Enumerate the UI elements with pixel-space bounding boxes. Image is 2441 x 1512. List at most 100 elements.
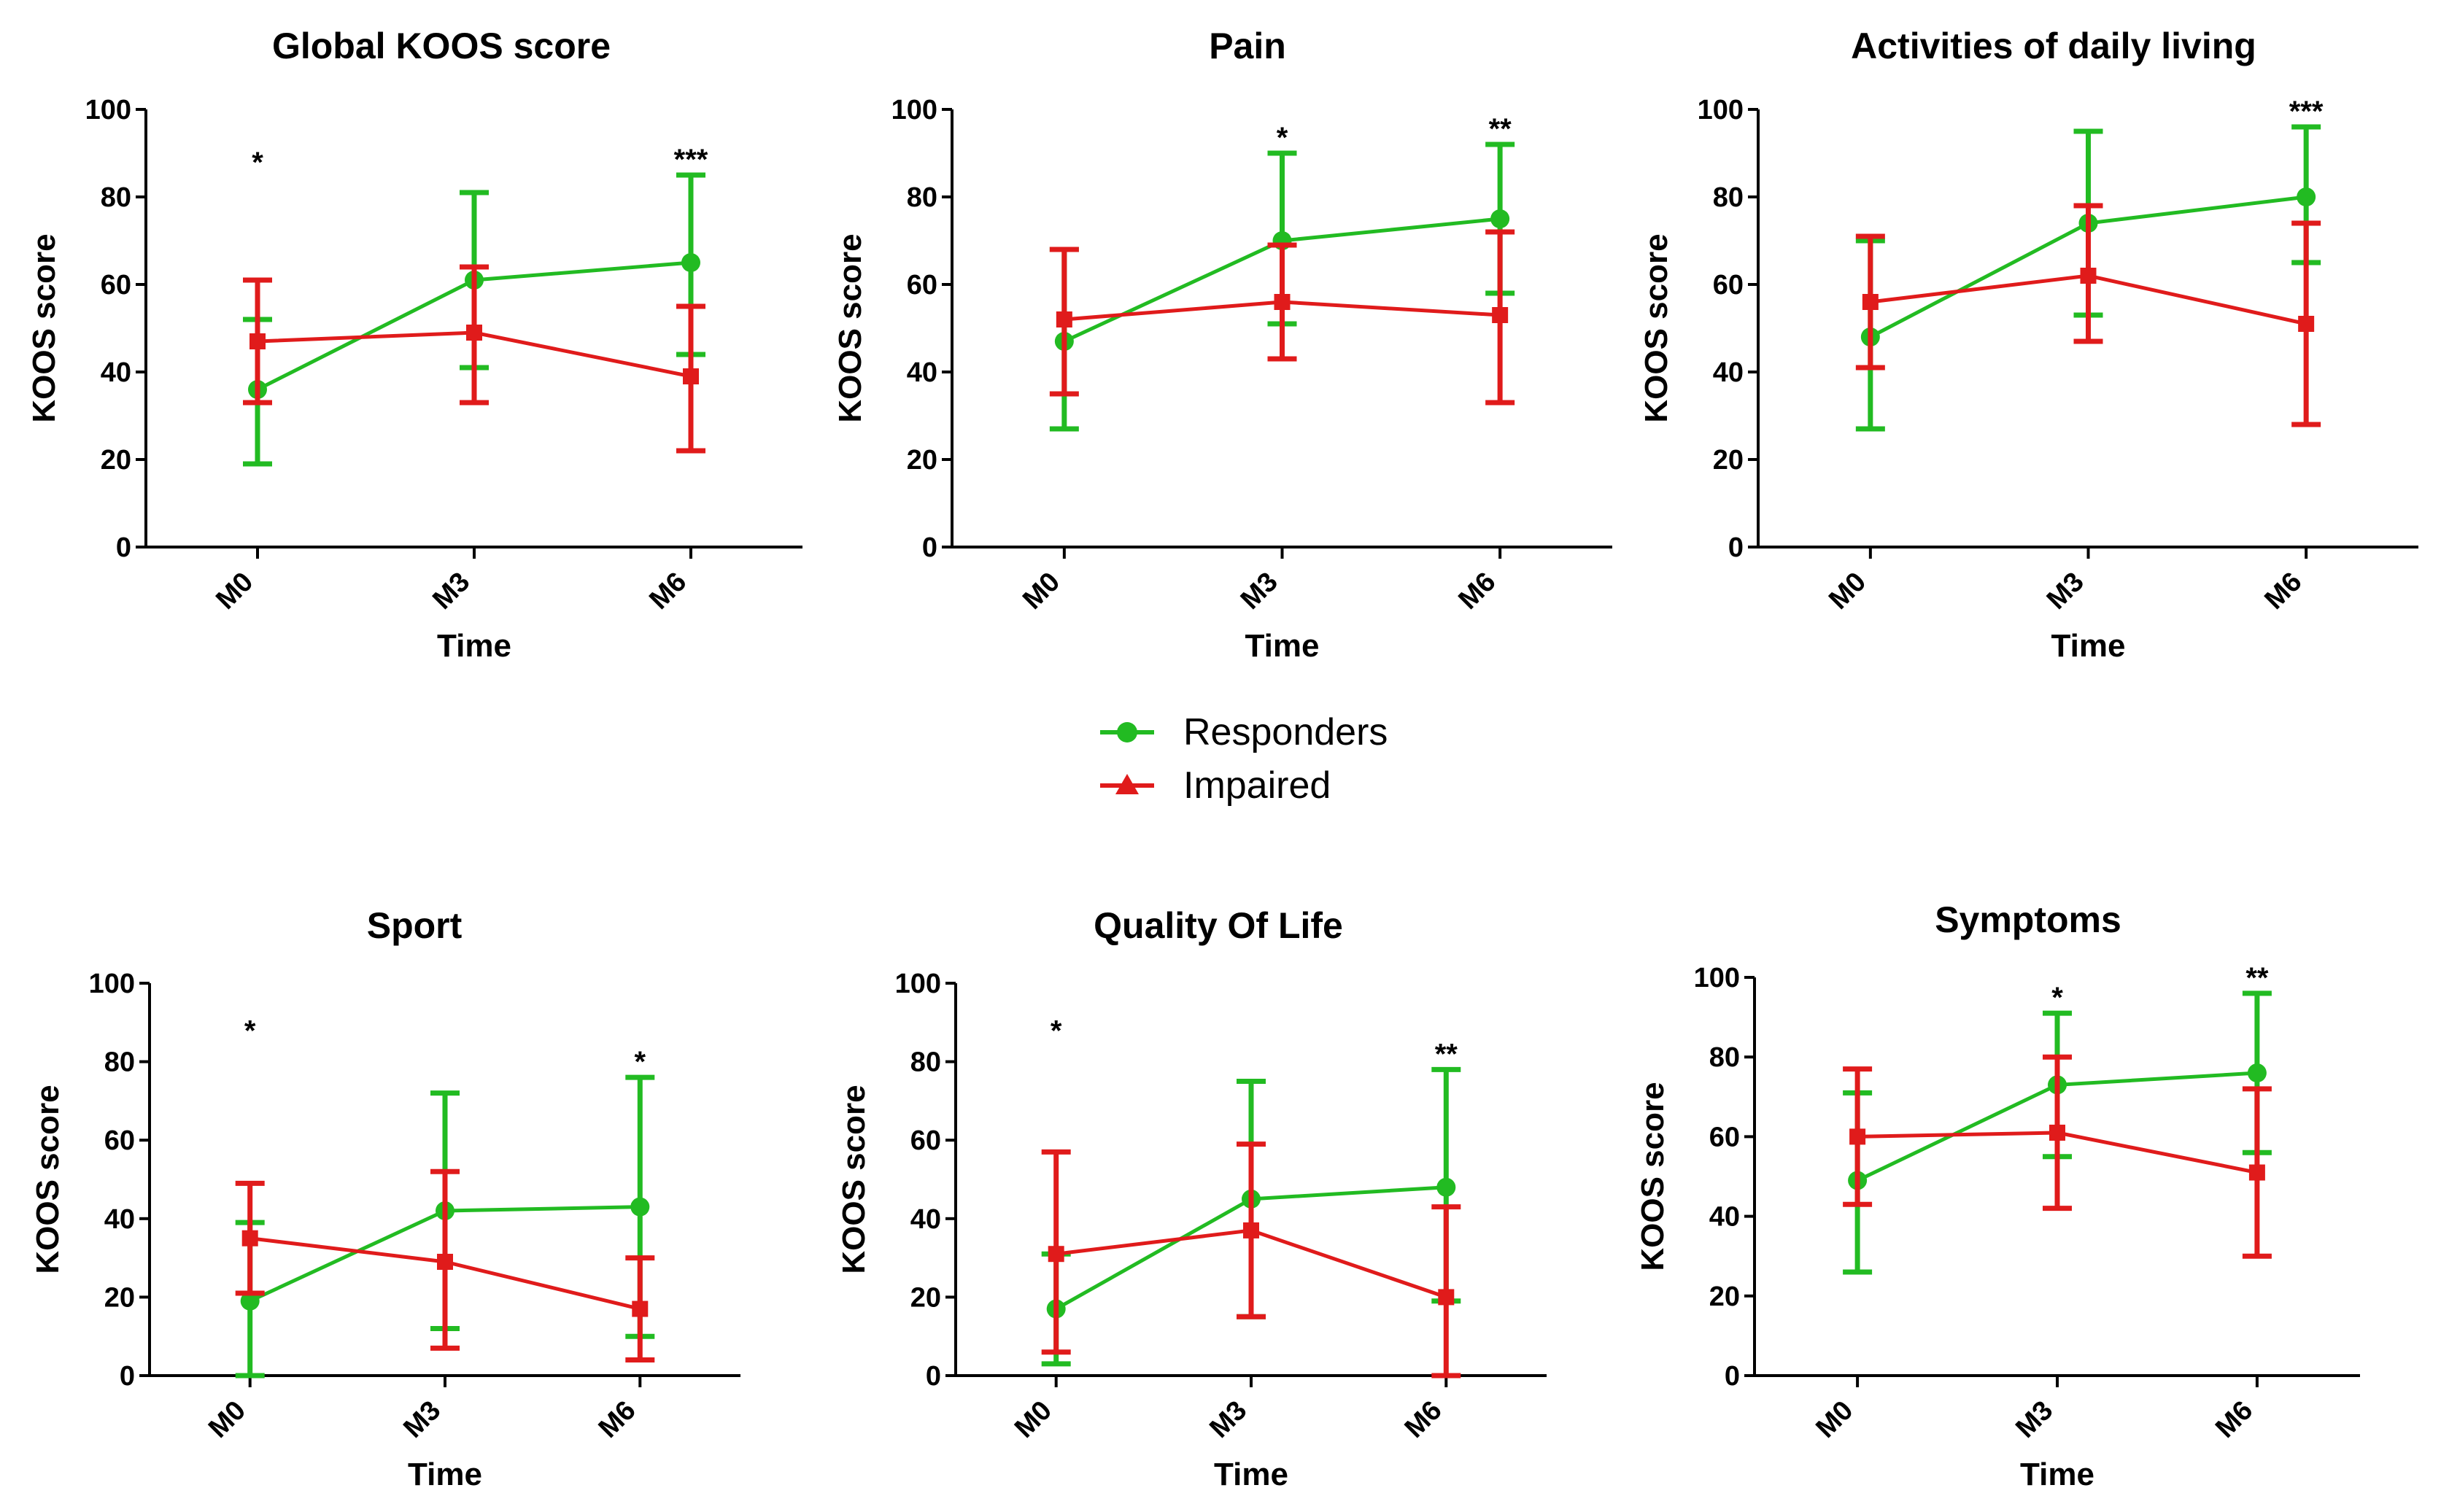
chart-activities-of-daily-living-xtick-label-m3: M3 xyxy=(2041,567,2090,616)
chart-symptoms-ytick-label-40: 40 xyxy=(1709,1202,1740,1233)
chart-global-koos-score-ytick-label-100: 100 xyxy=(85,95,131,125)
chart-pain-impaired-point-0 xyxy=(1056,311,1072,327)
chart-global-koos-score-ytick-label-40: 40 xyxy=(101,357,131,388)
legend-impaired-marker xyxy=(1115,774,1139,794)
chart-pain-ytick-label-80: 80 xyxy=(907,182,937,213)
chart-global-koos-score-responders-point-2 xyxy=(681,253,700,272)
chart-pain-impaired-point-1 xyxy=(1274,294,1291,310)
chart-pain-xtick-label-m0: M0 xyxy=(1017,567,1066,616)
chart-symptoms-impaired-point-1 xyxy=(2049,1124,2065,1141)
chart-activities-of-daily-living-ylabel: KOOS score xyxy=(1639,233,1674,422)
chart-activities-of-daily-living-ytick-label-20: 20 xyxy=(1713,445,1744,476)
chart-pain-impaired-point-2 xyxy=(1492,307,1509,323)
chart-sport-title: Sport xyxy=(367,905,463,946)
chart-symptoms-ytick-label-100: 100 xyxy=(1694,963,1740,993)
chart-quality-of-life-ytick-label-100: 100 xyxy=(895,969,941,999)
chart-global-koos-score-xtick-label-m0: M0 xyxy=(210,567,259,616)
chart-sport-impaired-point-2 xyxy=(632,1300,649,1317)
chart-sport-ylabel: KOOS score xyxy=(30,1085,66,1273)
chart-activities-of-daily-living-impaired-series xyxy=(1855,203,2321,427)
chart-global-koos-score-xlabel: Time xyxy=(437,628,511,664)
chart-quality-of-life-ytick-label-20: 20 xyxy=(910,1282,941,1313)
chart-global-koos-score-significance-0: * xyxy=(252,147,263,179)
chart-activities-of-daily-living-ytick-label-100: 100 xyxy=(1698,95,1744,125)
chart-quality-of-life-xlabel: Time xyxy=(1214,1457,1288,1492)
chart-sport: Sport 0 20 40 60 80 100 KOOS score M0 M3 M6 Time * * xyxy=(30,905,740,1492)
chart-activities-of-daily-living: Activities of daily living 0 20 40 60 80 100 KO… xyxy=(1639,26,2418,664)
chart-activities-of-daily-living-responders-point-2 xyxy=(2297,187,2316,206)
chart-pain-significance-1: * xyxy=(1277,122,1288,154)
chart-quality-of-life-xtick-label-m6: M6 xyxy=(1399,1395,1448,1444)
chart-quality-of-life-ytick-label-80: 80 xyxy=(910,1047,941,1078)
chart-global-koos-score-xtick-label-m3: M3 xyxy=(427,567,476,616)
chart-sport-ytick-label-80: 80 xyxy=(104,1047,135,1078)
legend-item-impaired: Impaired xyxy=(1100,764,1331,807)
chart-activities-of-daily-living-impaired-point-0 xyxy=(1862,294,1879,310)
chart-sport-ytick-label-100: 100 xyxy=(89,969,135,999)
legend: Responders Impaired xyxy=(1100,711,1388,807)
chart-quality-of-life: Quality Of Life 0 20 40 60 80 100 KOOS score M0 M… xyxy=(836,905,1547,1492)
chart-pain-ylabel: KOOS score xyxy=(832,233,868,422)
chart-symptoms-title: Symptoms xyxy=(1935,899,2121,940)
chart-activities-of-daily-living-ytick-label-80: 80 xyxy=(1713,182,1744,213)
chart-sport-impaired-point-0 xyxy=(241,1230,258,1247)
chart-quality-of-life-ytick-label-60: 60 xyxy=(910,1125,941,1156)
chart-activities-of-daily-living-ytick-label-0: 0 xyxy=(1728,532,1744,563)
chart-quality-of-life-xtick-label-m0: M0 xyxy=(1009,1395,1058,1444)
chart-pain-xtick-label-m3: M3 xyxy=(1235,567,1284,616)
legend-responders-label: Responders xyxy=(1183,711,1388,753)
chart-global-koos-score-ytick-label-0: 0 xyxy=(116,532,131,563)
legend-impaired-label: Impaired xyxy=(1183,764,1331,807)
chart-global-koos-score-title: Global KOOS score xyxy=(272,26,611,66)
chart-global-koos-score-ytick-label-20: 20 xyxy=(101,445,131,476)
chart-activities-of-daily-living-xtick-label-m0: M0 xyxy=(1823,567,1872,616)
chart-sport-xtick-label-m0: M0 xyxy=(203,1395,252,1444)
chart-pain-title: Pain xyxy=(1209,26,1286,66)
chart-quality-of-life-significance-2: ** xyxy=(1435,1038,1458,1070)
chart-pain-ytick-label-40: 40 xyxy=(907,357,937,388)
chart-symptoms-significance-1: * xyxy=(2051,982,2063,1014)
chart-symptoms-responders-point-2 xyxy=(2247,1063,2267,1083)
chart-pain-significance-2: ** xyxy=(1489,113,1512,145)
chart-global-koos-score-impaired-series xyxy=(243,264,705,454)
chart-activities-of-daily-living-title: Activities of daily living xyxy=(1851,26,2256,66)
chart-symptoms-xtick-label-m0: M0 xyxy=(1810,1395,1859,1444)
chart-symptoms-significance-2: ** xyxy=(2245,962,2269,994)
chart-quality-of-life-responders-point-2 xyxy=(1436,1177,1456,1197)
chart-activities-of-daily-living-ytick-label-40: 40 xyxy=(1713,357,1744,388)
chart-sport-significance-2: * xyxy=(635,1046,646,1078)
chart-activities-of-daily-living-ytick-label-60: 60 xyxy=(1713,270,1744,301)
chart-sport-xlabel: Time xyxy=(408,1457,482,1492)
chart-symptoms-ytick-label-20: 20 xyxy=(1709,1282,1740,1312)
chart-global-koos-score-impaired-point-2 xyxy=(683,368,699,384)
chart-quality-of-life-title: Quality Of Life xyxy=(1094,905,1343,946)
chart-symptoms-xlabel: Time xyxy=(2020,1457,2094,1492)
legend-item-responders: Responders xyxy=(1100,711,1388,753)
chart-sport-ytick-label-60: 60 xyxy=(104,1125,135,1156)
chart-quality-of-life-impaired-series xyxy=(1041,1141,1461,1379)
chart-pain-ytick-label-60: 60 xyxy=(907,270,937,301)
chart-sport-xtick-label-m3: M3 xyxy=(398,1395,446,1444)
chart-quality-of-life-ylabel: KOOS score xyxy=(836,1085,872,1273)
chart-global-koos-score-ytick-label-80: 80 xyxy=(101,182,131,213)
chart-symptoms-xtick-label-m3: M3 xyxy=(2010,1395,2059,1444)
chart-pain-ytick-label-0: 0 xyxy=(922,532,937,563)
chart-global-koos-score-xtick-label-m6: M6 xyxy=(643,567,692,616)
chart-global-koos-score: Global KOOS score 0 20 40 60 80 100 KOOS score M… xyxy=(26,26,802,664)
chart-pain-ytick-label-100: 100 xyxy=(891,95,937,125)
chart-global-koos-score-impaired-point-0 xyxy=(249,333,266,349)
chart-quality-of-life-impaired-point-0 xyxy=(1048,1246,1064,1263)
chart-sport-impaired-point-1 xyxy=(437,1253,453,1270)
chart-pain-impaired-series xyxy=(1049,229,1515,406)
chart-symptoms-impaired-series xyxy=(1843,1054,2272,1259)
chart-sport-impaired-series xyxy=(235,1168,655,1362)
chart-symptoms-ytick-label-60: 60 xyxy=(1709,1122,1740,1152)
chart-sport-ytick-label-20: 20 xyxy=(104,1282,135,1313)
chart-pain-responders-point-2 xyxy=(1490,209,1510,228)
chart-pain-ytick-label-20: 20 xyxy=(907,445,937,476)
chart-global-koos-score-impaired-point-1 xyxy=(466,325,482,341)
chart-global-koos-score-ylabel: KOOS score xyxy=(26,233,62,422)
chart-symptoms-impaired-point-0 xyxy=(1849,1128,1866,1145)
chart-quality-of-life-impaired-point-1 xyxy=(1243,1222,1259,1238)
